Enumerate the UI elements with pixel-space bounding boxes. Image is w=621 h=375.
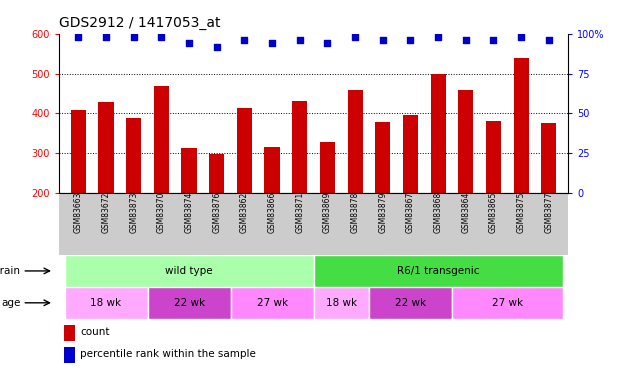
Bar — [64, 347, 75, 363]
Bar — [314, 287, 369, 319]
Point — [433, 34, 443, 40]
Bar — [230, 287, 314, 319]
Point — [322, 40, 332, 46]
Point — [544, 37, 554, 43]
Text: 27 wk: 27 wk — [492, 298, 523, 308]
Bar — [154, 86, 169, 193]
Text: 27 wk: 27 wk — [256, 298, 288, 308]
Bar — [458, 90, 473, 193]
Point — [101, 34, 111, 40]
Point — [73, 34, 83, 40]
Point — [489, 37, 499, 43]
Text: 22 wk: 22 wk — [395, 298, 426, 308]
Bar — [369, 287, 452, 319]
Point — [212, 44, 222, 50]
Point — [295, 37, 305, 43]
Text: age: age — [1, 298, 21, 308]
Bar — [320, 142, 335, 193]
Bar — [514, 58, 528, 193]
Text: count: count — [80, 327, 110, 338]
Text: percentile rank within the sample: percentile rank within the sample — [80, 350, 256, 359]
Bar — [64, 325, 75, 340]
Text: strain: strain — [0, 266, 21, 276]
Bar — [452, 287, 563, 319]
Bar — [375, 122, 391, 193]
Text: 18 wk: 18 wk — [91, 298, 122, 308]
Text: 22 wk: 22 wk — [173, 298, 205, 308]
Point — [267, 40, 277, 46]
Bar — [126, 118, 142, 193]
Bar — [292, 102, 307, 193]
Bar — [148, 287, 230, 319]
Text: 18 wk: 18 wk — [326, 298, 357, 308]
Point — [516, 34, 526, 40]
Bar — [403, 115, 418, 193]
Point — [240, 37, 250, 43]
Bar — [71, 110, 86, 193]
Bar — [65, 255, 314, 287]
Bar — [265, 147, 279, 193]
Bar — [486, 121, 501, 193]
Point — [406, 37, 415, 43]
Point — [461, 37, 471, 43]
Point — [350, 34, 360, 40]
Bar — [430, 74, 446, 193]
Point — [378, 37, 388, 43]
Bar — [314, 255, 563, 287]
Bar — [181, 148, 197, 193]
Point — [184, 40, 194, 46]
Text: GDS2912 / 1417053_at: GDS2912 / 1417053_at — [59, 16, 220, 30]
Bar — [542, 123, 556, 193]
Bar — [209, 154, 224, 193]
Text: wild type: wild type — [165, 266, 213, 276]
Bar — [99, 102, 114, 193]
Text: R6/1 transgenic: R6/1 transgenic — [397, 266, 479, 276]
Bar — [237, 108, 252, 193]
Point — [129, 34, 138, 40]
Point — [156, 34, 166, 40]
Bar — [348, 90, 363, 193]
Bar — [65, 287, 148, 319]
